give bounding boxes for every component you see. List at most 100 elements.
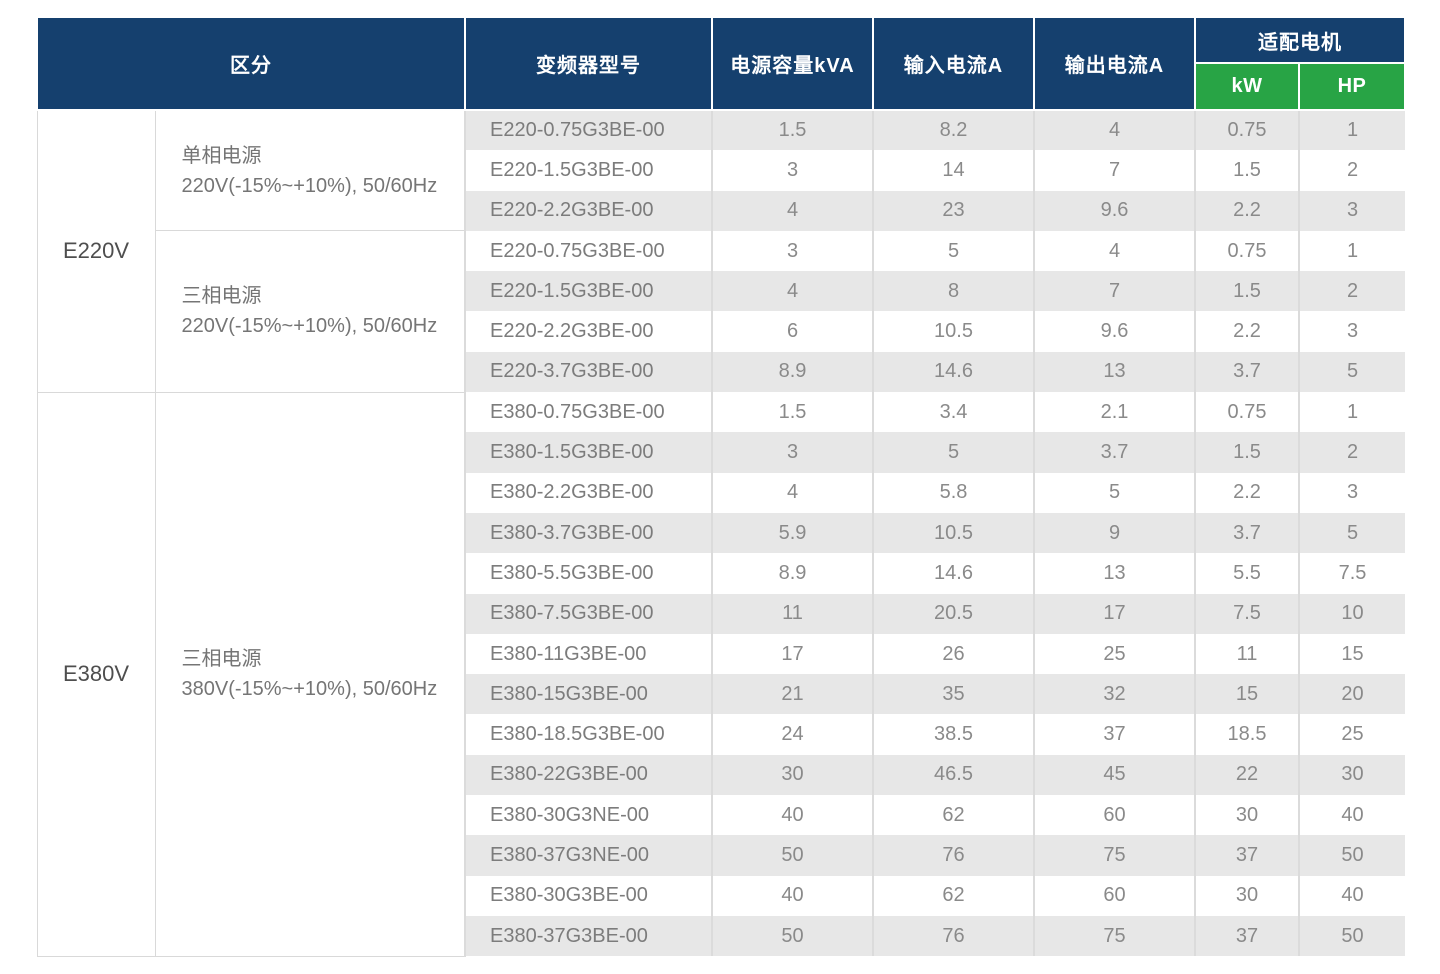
output-current-cell: 75 bbox=[1033, 915, 1195, 957]
table-row: E380-5.5G3BE-00 8.9 14.6 13 5.5 7.5 bbox=[37, 553, 1405, 594]
capacity-cell: 11 bbox=[711, 593, 873, 634]
model-cell: E380-1.5G3BE-00 bbox=[464, 432, 712, 473]
model-cell: E380-30G3NE-00 bbox=[464, 795, 712, 836]
hp-cell: 3 bbox=[1298, 472, 1405, 513]
model-cell: E380-5.5G3BE-00 bbox=[464, 553, 712, 594]
hp-cell: 2 bbox=[1298, 432, 1405, 473]
capacity-cell: 4 bbox=[711, 472, 873, 513]
output-current-cell: 75 bbox=[1033, 835, 1195, 876]
hp-cell: 1 bbox=[1298, 392, 1405, 433]
table-row: E220V 单相电源 220V(-15%~+10%), 50/60Hz E220… bbox=[36, 109, 1405, 393]
model-cell: E220-1.5G3BE-00 bbox=[464, 150, 712, 191]
kw-cell: 0.75 bbox=[1194, 392, 1299, 433]
model-cell: E380-37G3NE-00 bbox=[464, 835, 712, 876]
capacity-cell: 1.5 bbox=[711, 110, 873, 151]
model-cell: E220-1.5G3BE-00 bbox=[464, 271, 712, 312]
kw-cell: 0.75 bbox=[1194, 230, 1299, 272]
kw-cell: 1.5 bbox=[1194, 271, 1299, 312]
model-cell: E220-0.75G3BE-00 bbox=[464, 110, 712, 151]
header-motor: 适配电机 bbox=[1194, 16, 1406, 64]
input-current-cell: 76 bbox=[872, 915, 1034, 957]
input-current-cell: 5 bbox=[872, 230, 1034, 272]
kw-cell: 15 bbox=[1194, 674, 1299, 715]
input-current-cell: 46.5 bbox=[872, 754, 1034, 796]
phase-cell: 三相电源 220V(-15%~+10%), 50/60Hz bbox=[154, 230, 466, 393]
kw-cell: 30 bbox=[1194, 875, 1299, 916]
capacity-cell: 21 bbox=[711, 674, 873, 715]
model-cell: E220-3.7G3BE-00 bbox=[464, 351, 712, 393]
hp-cell: 3 bbox=[1298, 311, 1405, 352]
table-row: E380-1.5G3BE-00 3 5 3.7 1.5 2 bbox=[37, 432, 1405, 473]
table-row: E380-2.2G3BE-00 4 5.8 5 2.2 3 bbox=[37, 472, 1405, 513]
kw-cell: 0.75 bbox=[1194, 110, 1299, 151]
group-cell: E380V bbox=[36, 391, 156, 957]
hp-cell: 1 bbox=[1298, 110, 1405, 151]
capacity-cell: 8.9 bbox=[711, 553, 873, 594]
kw-cell: 30 bbox=[1194, 795, 1299, 836]
table-row: E220-1.5G3BE-00 3 14 7 1.5 2 bbox=[37, 150, 1405, 191]
kw-cell: 18.5 bbox=[1194, 714, 1299, 755]
model-cell: E380-18.5G3BE-00 bbox=[464, 714, 712, 755]
table-row: E220-2.2G3BE-00 6 10.5 9.6 2.2 3 bbox=[37, 311, 1405, 352]
input-current-cell: 14.6 bbox=[872, 351, 1034, 393]
input-current-cell: 26 bbox=[872, 633, 1034, 675]
hp-cell: 15 bbox=[1298, 633, 1405, 675]
input-current-cell: 14.6 bbox=[872, 553, 1034, 594]
capacity-cell: 40 bbox=[711, 795, 873, 836]
phase-spec: 380V(-15%~+10%), 50/60Hz bbox=[181, 678, 438, 701]
capacity-cell: 8.9 bbox=[711, 351, 873, 393]
kw-cell: 2.2 bbox=[1194, 472, 1299, 513]
table-body: E220V 单相电源 220V(-15%~+10%), 50/60Hz E220… bbox=[36, 109, 1405, 957]
kw-cell: 22 bbox=[1194, 754, 1299, 796]
output-current-cell: 7 bbox=[1033, 150, 1195, 191]
header-input-current: 输入电流A bbox=[872, 16, 1035, 111]
model-cell: E380-7.5G3BE-00 bbox=[464, 593, 712, 634]
table-row: E220-3.7G3BE-00 8.9 14.6 13 3.7 5 bbox=[37, 351, 1405, 393]
capacity-cell: 40 bbox=[711, 875, 873, 916]
output-current-cell: 3.7 bbox=[1033, 432, 1195, 473]
input-current-cell: 38.5 bbox=[872, 714, 1034, 755]
kw-cell: 5.5 bbox=[1194, 553, 1299, 594]
header-output-current: 输出电流A bbox=[1033, 16, 1196, 111]
table-row: E380-3.7G3BE-00 5.9 10.5 9 3.7 5 bbox=[37, 512, 1405, 554]
kw-cell: 1.5 bbox=[1194, 150, 1299, 191]
capacity-cell: 30 bbox=[711, 754, 873, 796]
input-current-cell: 5 bbox=[872, 432, 1034, 473]
model-cell: E380-30G3BE-00 bbox=[464, 875, 712, 916]
model-cell: E380-37G3BE-00 bbox=[464, 915, 712, 957]
output-current-cell: 9.6 bbox=[1033, 311, 1195, 352]
hp-cell: 7.5 bbox=[1298, 553, 1405, 594]
table-row: E380-30G3BE-00 40 62 60 30 40 bbox=[37, 875, 1405, 916]
kw-cell: 1.5 bbox=[1194, 432, 1299, 473]
table-row: E380-22G3BE-00 30 46.5 45 22 30 bbox=[37, 754, 1405, 796]
hp-cell: 5 bbox=[1298, 351, 1405, 393]
output-current-cell: 9 bbox=[1033, 512, 1195, 554]
hp-cell: 10 bbox=[1298, 593, 1405, 634]
model-cell: E380-2.2G3BE-00 bbox=[464, 472, 712, 513]
kw-cell: 2.2 bbox=[1194, 311, 1299, 352]
phase-spec: 220V(-15%~+10%), 50/60Hz bbox=[181, 174, 438, 197]
model-cell: E380-22G3BE-00 bbox=[464, 754, 712, 796]
model-cell: E220-2.2G3BE-00 bbox=[464, 190, 712, 231]
kw-cell: 2.2 bbox=[1194, 190, 1299, 231]
kw-cell: 3.7 bbox=[1194, 351, 1299, 393]
output-current-cell: 9.6 bbox=[1033, 190, 1195, 231]
model-cell: E220-0.75G3BE-00 bbox=[464, 230, 712, 272]
capacity-cell: 5.9 bbox=[711, 512, 873, 554]
hp-cell: 20 bbox=[1298, 674, 1405, 715]
output-current-cell: 7 bbox=[1033, 271, 1195, 312]
capacity-cell: 1.5 bbox=[711, 392, 873, 433]
table-row: E380-15G3BE-00 21 35 32 15 20 bbox=[37, 674, 1405, 715]
model-cell: E380-15G3BE-00 bbox=[464, 674, 712, 715]
capacity-cell: 4 bbox=[711, 271, 873, 312]
capacity-cell: 3 bbox=[711, 150, 873, 191]
kw-cell: 3.7 bbox=[1194, 512, 1299, 554]
model-cell: E380-3.7G3BE-00 bbox=[464, 512, 712, 554]
input-current-cell: 20.5 bbox=[872, 593, 1034, 634]
output-current-cell: 4 bbox=[1033, 110, 1195, 151]
output-current-cell: 17 bbox=[1033, 593, 1195, 634]
phase-label: 单相电源 bbox=[181, 144, 262, 167]
table-row: E220-2.2G3BE-00 4 23 9.6 2.2 3 bbox=[37, 190, 1405, 231]
hp-cell: 30 bbox=[1298, 754, 1405, 796]
input-current-cell: 8 bbox=[872, 271, 1034, 312]
